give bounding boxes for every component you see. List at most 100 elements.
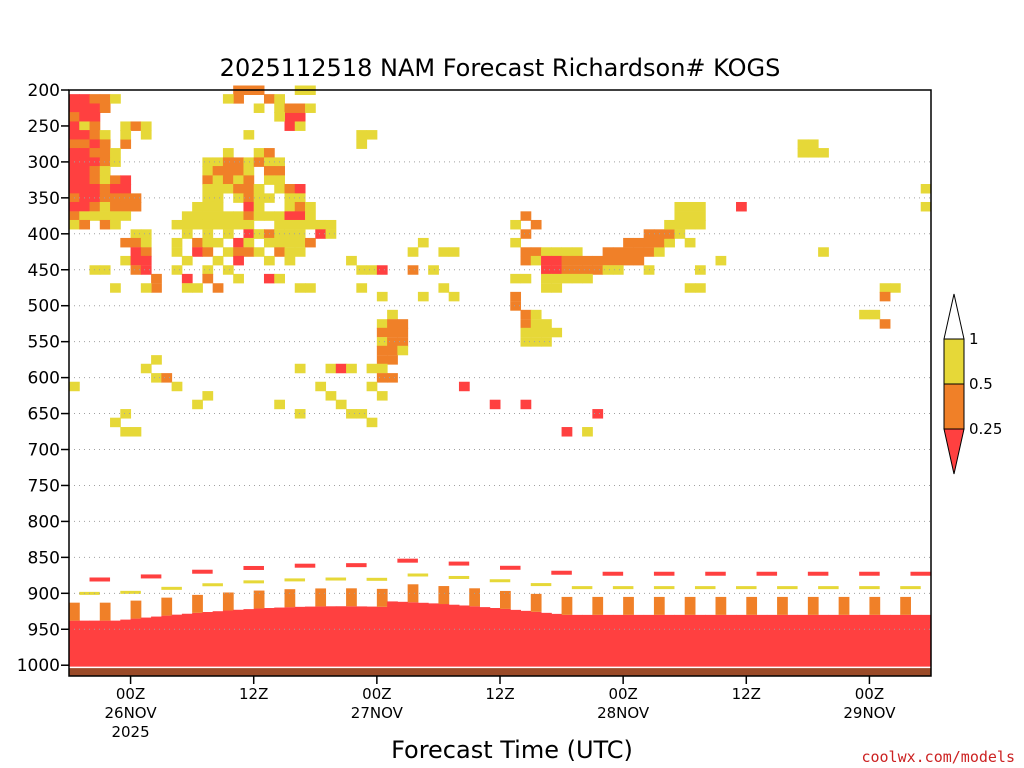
- heat-cell: [376, 327, 388, 338]
- heat-cell: [130, 618, 142, 668]
- heat-cell: [99, 148, 111, 158]
- heat-cell: [253, 247, 265, 257]
- heat-cell: [79, 130, 91, 140]
- heat-cell: [705, 571, 726, 576]
- heat-cell: [541, 265, 552, 275]
- heat-cell: [520, 399, 532, 410]
- heat-cell: [89, 166, 101, 176]
- heat-cell: [294, 121, 306, 131]
- heat-cell: [181, 229, 193, 239]
- heat-cell: [407, 602, 419, 668]
- heat-cell: [458, 381, 470, 392]
- heat-cell: [233, 273, 244, 284]
- y-tick-label: 900: [28, 584, 60, 604]
- heat-cell: [797, 148, 809, 158]
- heat-cell: [530, 327, 542, 338]
- heat-cell: [151, 616, 162, 668]
- heat-cell: [140, 247, 152, 257]
- heat-cell: [500, 590, 511, 609]
- heat-cell: [571, 247, 583, 257]
- heat-cell: [79, 620, 91, 668]
- heat-cell: [643, 614, 655, 668]
- heat-cell: [428, 265, 439, 275]
- heat-cell: [99, 175, 111, 185]
- heat-cell: [253, 608, 265, 668]
- heat-cell: [756, 614, 768, 668]
- heat-cell: [140, 574, 162, 579]
- heat-cell: [520, 211, 532, 221]
- heat-cell: [274, 103, 285, 113]
- heat-cell: [202, 229, 214, 239]
- heat-cell: [294, 237, 306, 248]
- heat-cell: [243, 193, 255, 203]
- heat-cell: [89, 184, 101, 194]
- heat-cell: [612, 247, 624, 257]
- heat-cell: [130, 237, 142, 248]
- heat-cell: [284, 219, 296, 230]
- heat-cell: [181, 273, 193, 284]
- heat-cell: [489, 399, 501, 410]
- heat-cell: [284, 578, 306, 582]
- heat-cell: [140, 283, 152, 293]
- legend-label: 0.25: [969, 420, 1002, 438]
- heat-cell: [69, 121, 80, 131]
- y-tick-label: 550: [28, 333, 60, 353]
- boundary-layer-band: [69, 558, 932, 676]
- heat-cell: [653, 571, 675, 576]
- heat-cell: [561, 273, 573, 284]
- heat-cell: [725, 614, 737, 668]
- heat-cell: [551, 247, 563, 257]
- x-tick-label: 12Z: [732, 685, 761, 703]
- y-tick-label: 200: [28, 81, 60, 101]
- heat-cell: [387, 319, 398, 329]
- heat-cell: [571, 586, 593, 590]
- heat-cell: [274, 219, 285, 230]
- heat-cell: [551, 273, 563, 284]
- heat-cell: [807, 596, 819, 615]
- heat-cell: [110, 157, 121, 167]
- heat-cell: [376, 291, 388, 302]
- legend-swatch-orange: [943, 383, 965, 430]
- heat-cell: [592, 409, 604, 419]
- heat-cell: [233, 193, 244, 203]
- heat-cell: [79, 103, 91, 113]
- heat-cell: [233, 175, 244, 185]
- x-tick-label: 00Z: [362, 685, 391, 703]
- heat-cell: [222, 184, 234, 194]
- heat-cell: [212, 611, 224, 668]
- heat-cell: [376, 265, 388, 275]
- heat-cell: [253, 201, 265, 212]
- heat-cell: [202, 583, 223, 587]
- heat-cell: [120, 130, 132, 140]
- heat-cell: [69, 148, 80, 158]
- heat-cell: [684, 283, 696, 293]
- heat-cell: [171, 219, 183, 230]
- heat-cell: [376, 373, 388, 383]
- heat-cell: [510, 273, 522, 284]
- heat-cell: [387, 337, 398, 347]
- heat-cell: [602, 265, 614, 275]
- heat-cell: [89, 139, 101, 149]
- heat-cell: [192, 201, 203, 212]
- heat-cell: [407, 584, 419, 603]
- y-tick-label: 950: [28, 620, 60, 640]
- heat-cell: [161, 373, 173, 383]
- heat-cell: [387, 601, 398, 668]
- heat-cell: [889, 614, 901, 668]
- heat-cell: [130, 201, 142, 212]
- heat-cell: [571, 614, 583, 668]
- heat-cell: [828, 614, 840, 668]
- heat-cell: [561, 255, 573, 266]
- y-tick-label: 650: [28, 405, 60, 425]
- y-tick-label: 700: [28, 441, 60, 461]
- heat-cell: [346, 606, 357, 668]
- heat-cell: [592, 596, 604, 615]
- heat-cell: [99, 139, 111, 149]
- heat-cell: [171, 247, 183, 257]
- heat-cell: [356, 130, 368, 140]
- heat-cell: [325, 219, 337, 230]
- legend-label: 0.5: [969, 375, 993, 393]
- heat-cell: [889, 283, 901, 293]
- heat-cell: [161, 586, 182, 590]
- heat-cell: [140, 121, 152, 131]
